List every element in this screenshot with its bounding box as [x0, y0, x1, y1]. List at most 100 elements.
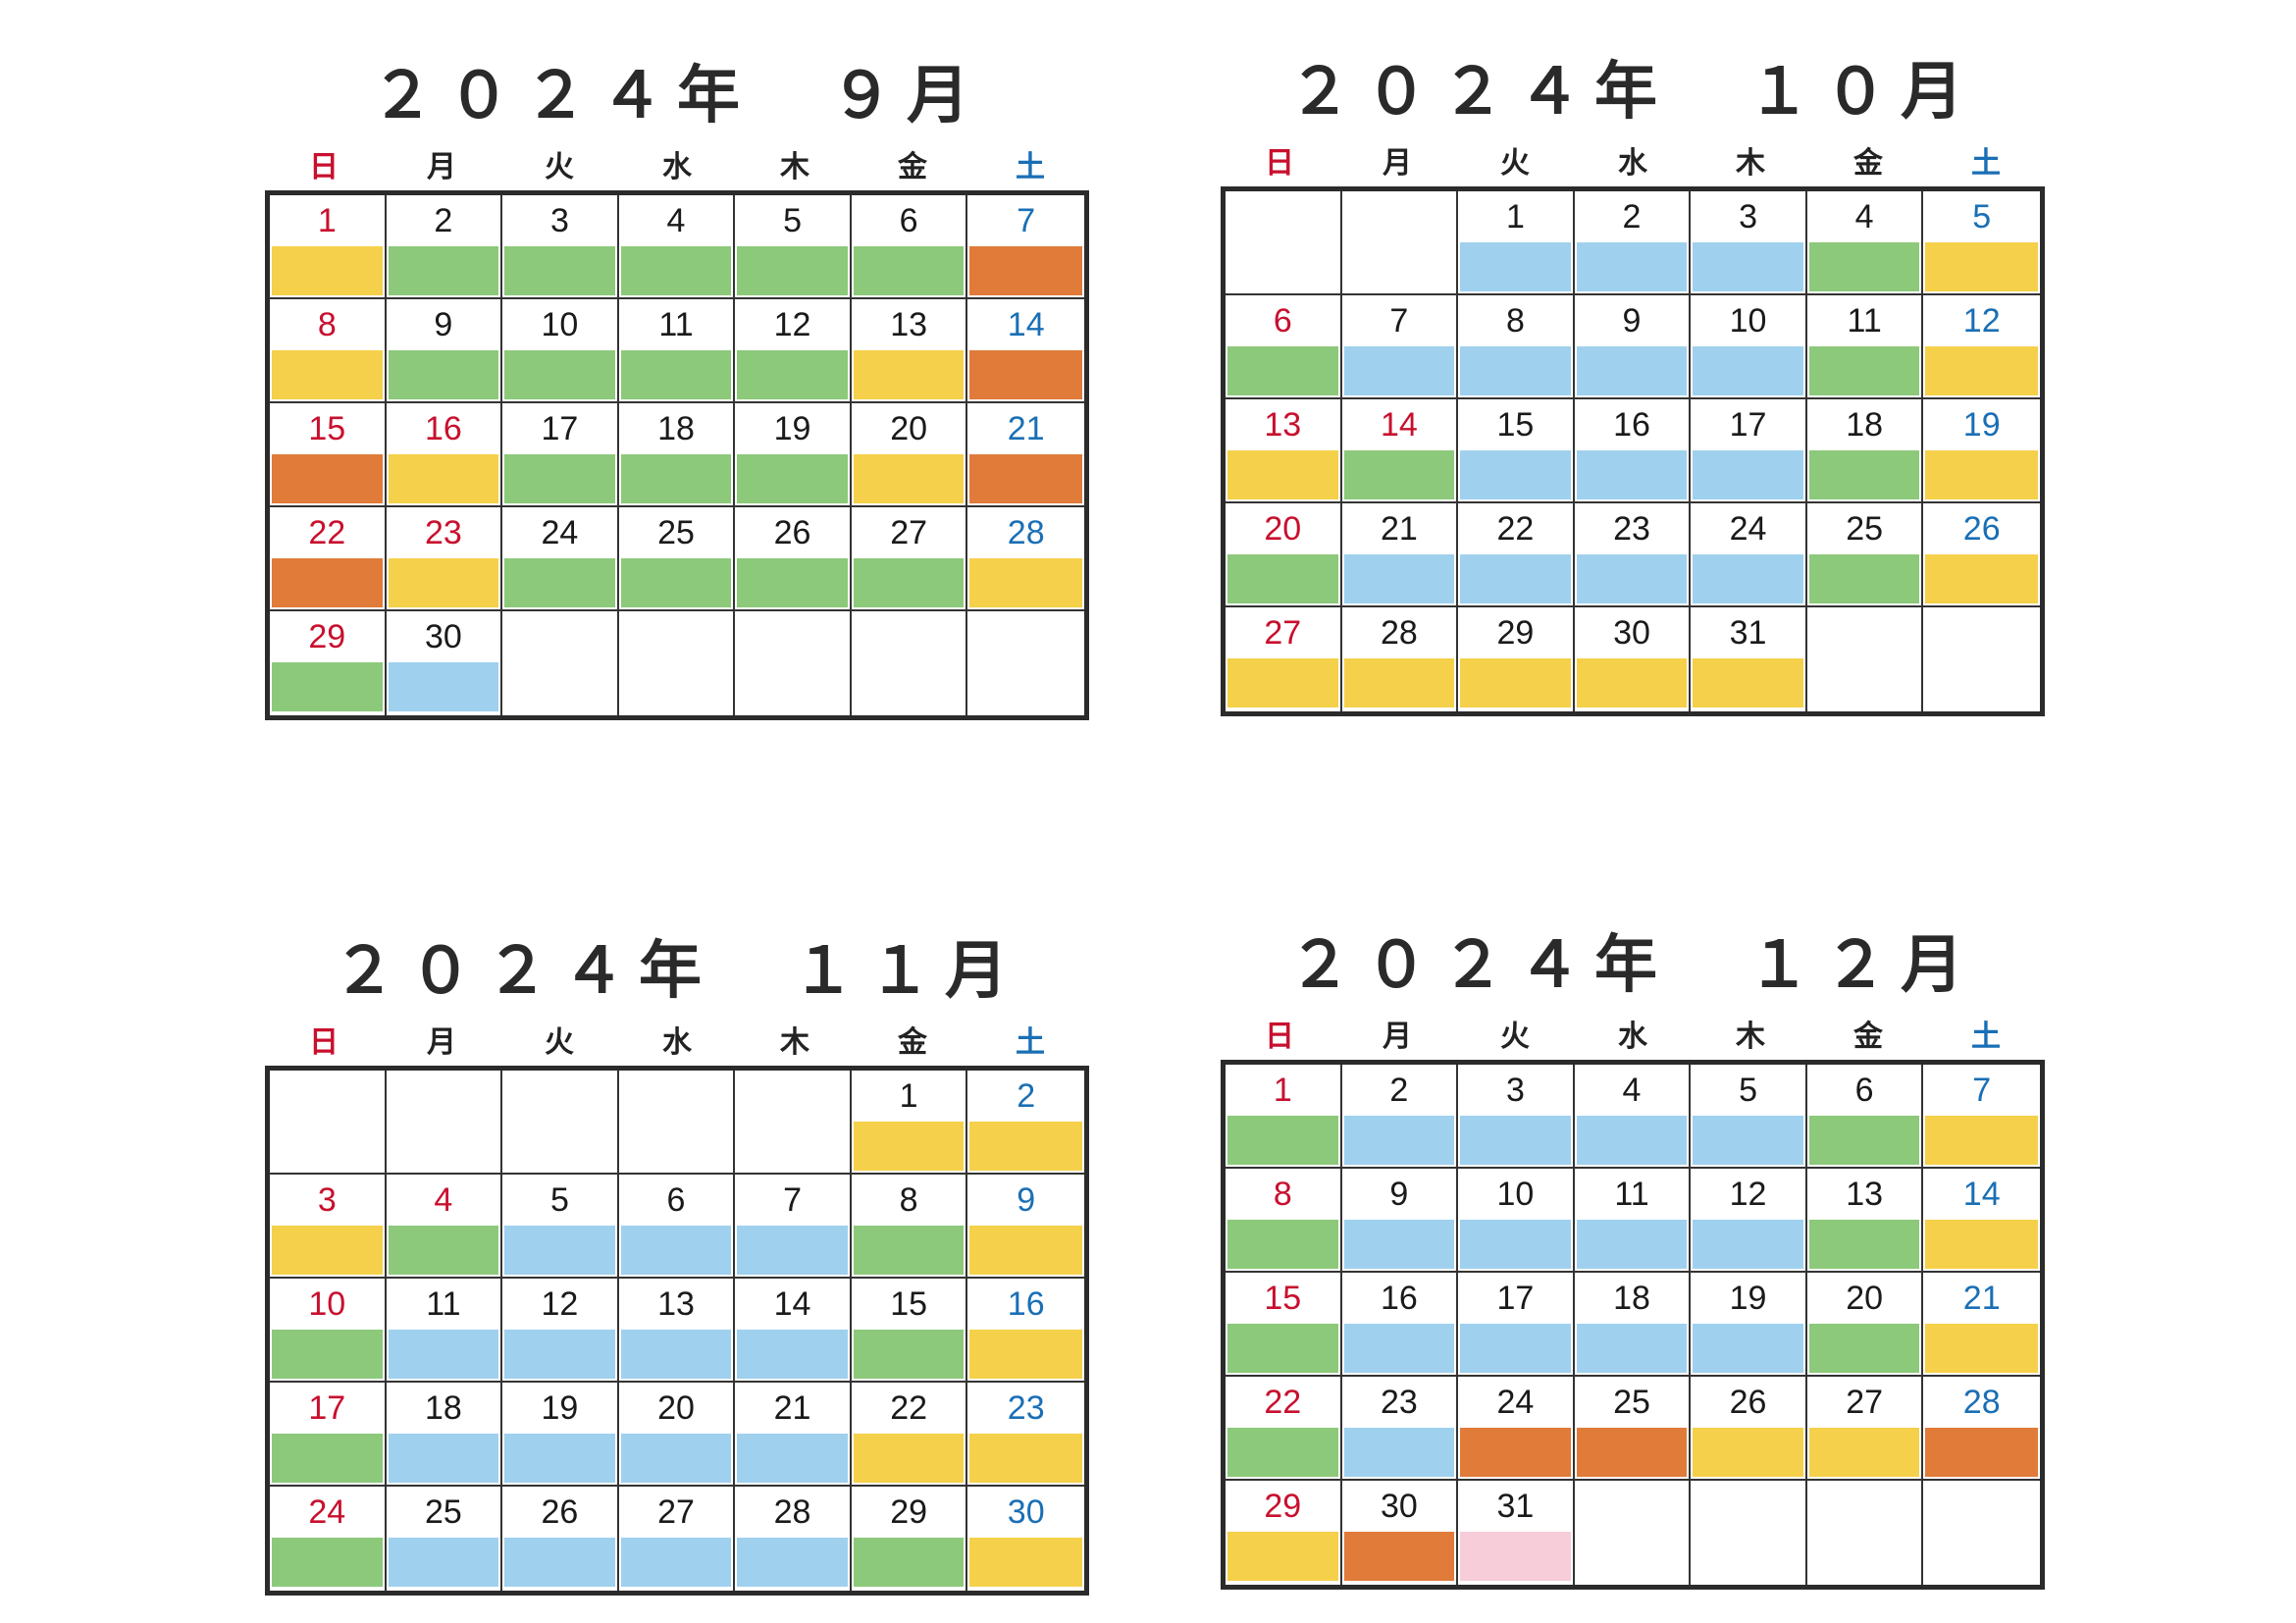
schedule-bar	[1809, 658, 1920, 707]
day-cell: 20	[618, 1383, 736, 1487]
day-number: 12	[1729, 1176, 1767, 1213]
schedule-bar	[620, 246, 732, 295]
day-cell: 19	[502, 1383, 619, 1487]
day-cell: 16	[1341, 1273, 1459, 1377]
day-cell: 28	[967, 507, 1084, 611]
day-cell: 21	[1341, 503, 1459, 607]
day-cell	[1575, 1481, 1692, 1585]
month-title: ２０２４年 ９月	[371, 60, 983, 132]
weekday-label: 土	[1971, 1020, 2001, 1054]
schedule-bar	[620, 1538, 732, 1587]
schedule-bar	[737, 1434, 848, 1483]
day-number: 29	[1264, 1488, 1302, 1525]
schedule-bar	[1925, 554, 2038, 603]
day-number	[1923, 607, 2040, 658]
schedule-bar	[272, 350, 383, 399]
day-cell: 8	[1458, 295, 1575, 399]
day-number: 11	[1847, 302, 1882, 340]
day-cell: 22	[1226, 1377, 1342, 1481]
schedule-bar	[1343, 554, 1455, 603]
day-cell: 13	[1806, 1169, 1924, 1273]
day-number: 8	[1273, 1176, 1292, 1213]
day-cell	[1807, 1481, 1924, 1585]
day-cell: 31	[1458, 1481, 1575, 1585]
day-cell: 14	[1341, 399, 1459, 503]
schedule-bar	[969, 350, 1082, 399]
day-number: 18	[1846, 406, 1884, 444]
day-number: 20	[890, 410, 928, 447]
day-number	[1342, 191, 1457, 242]
day-number: 22	[1496, 510, 1535, 548]
schedule-bar	[1925, 1324, 2038, 1373]
schedule-bar	[1808, 242, 1920, 291]
day-cell: 14	[967, 299, 1084, 403]
month-title: ２０２４年 １０月	[1288, 56, 1977, 129]
weekday-label: 水	[1618, 1020, 1647, 1054]
day-number: 1	[1273, 1072, 1292, 1109]
day-number: 6	[1273, 302, 1292, 340]
schedule-bar	[1343, 1428, 1455, 1477]
day-number: 6	[1854, 1072, 1874, 1109]
day-number	[1807, 607, 1922, 658]
day-number: 10	[1729, 302, 1767, 340]
schedule-bar	[1343, 1532, 1455, 1581]
schedule-bar	[272, 1434, 383, 1483]
day-cell: 2	[386, 195, 503, 299]
day-cell: 23	[1574, 503, 1692, 607]
day-cell	[735, 611, 852, 715]
day-cell	[1923, 1481, 2040, 1585]
day-number: 30	[1007, 1493, 1045, 1531]
schedule-bar	[737, 662, 848, 711]
schedule-bar	[1925, 450, 2038, 499]
schedule-bar	[853, 1434, 965, 1483]
day-number: 21	[773, 1389, 811, 1427]
day-cell: 25	[618, 507, 736, 611]
day-number: 12	[1962, 302, 2001, 340]
day-cell: 25	[387, 1487, 503, 1591]
day-cell: 5	[1923, 191, 2040, 295]
day-number: 7	[1017, 202, 1036, 239]
day-number	[735, 1071, 850, 1122]
day-cell	[1691, 1481, 1807, 1585]
day-number: 27	[657, 1493, 695, 1531]
schedule-bar	[969, 454, 1082, 503]
schedule-bar	[737, 558, 848, 607]
schedule-bar	[1808, 1428, 1920, 1477]
day-number: 10	[1496, 1176, 1535, 1213]
schedule-bar	[1577, 1532, 1688, 1581]
weekday-label: 金	[898, 1025, 927, 1060]
day-cell: 6	[618, 1175, 736, 1279]
schedule-bar	[1343, 450, 1455, 499]
schedule-bar	[1808, 1220, 1920, 1269]
day-number	[502, 1071, 617, 1122]
schedule-bar	[620, 558, 732, 607]
day-number	[619, 611, 734, 662]
schedule-bar	[737, 1538, 848, 1587]
day-cell: 5	[735, 195, 852, 299]
day-number: 12	[541, 1285, 579, 1323]
day-number	[619, 1071, 734, 1122]
schedule-bar	[504, 1226, 615, 1275]
day-cell	[502, 611, 619, 715]
day-cell: 29	[270, 611, 387, 715]
day-number	[502, 611, 617, 662]
weekday-label: 木	[780, 150, 809, 184]
schedule-bar	[1809, 1532, 1920, 1581]
day-number: 7	[1389, 302, 1409, 340]
day-number: 28	[1962, 1384, 2001, 1421]
day-cell: 6	[1806, 1065, 1924, 1169]
day-number: 14	[773, 1285, 811, 1323]
day-number: 4	[666, 202, 686, 239]
day-cell: 12	[502, 1279, 619, 1383]
day-cell	[386, 1071, 503, 1175]
schedule-bar	[1576, 1116, 1688, 1165]
schedule-bar	[388, 350, 499, 399]
day-number: 17	[1729, 406, 1767, 444]
day-number: 19	[773, 410, 811, 447]
day-cell: 7	[735, 1175, 852, 1279]
day-number: 26	[1962, 510, 2001, 548]
day-cell: 22	[270, 507, 387, 611]
schedule-bar	[1693, 554, 1803, 603]
schedule-bar	[969, 662, 1082, 711]
schedule-bar	[1693, 1428, 1803, 1477]
